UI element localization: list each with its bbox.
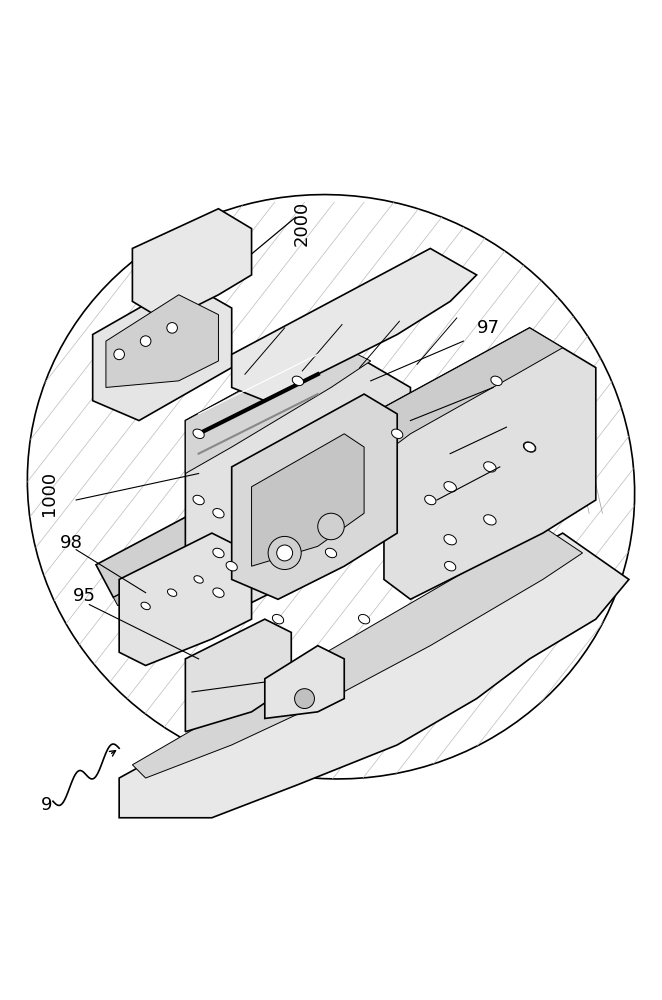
Polygon shape: [132, 526, 583, 778]
Polygon shape: [119, 533, 252, 666]
Text: 93: 93: [500, 369, 523, 387]
Ellipse shape: [424, 495, 436, 505]
Text: 91: 91: [513, 408, 536, 426]
Circle shape: [167, 323, 177, 333]
Ellipse shape: [193, 429, 205, 439]
Text: 96: 96: [195, 680, 218, 698]
Ellipse shape: [213, 588, 224, 597]
Ellipse shape: [27, 195, 635, 779]
Ellipse shape: [167, 589, 177, 596]
Circle shape: [268, 536, 301, 570]
Ellipse shape: [484, 462, 496, 472]
Ellipse shape: [194, 576, 203, 583]
Circle shape: [318, 513, 344, 540]
Circle shape: [114, 349, 124, 360]
Polygon shape: [93, 282, 232, 421]
Polygon shape: [185, 341, 410, 613]
Polygon shape: [185, 619, 291, 732]
Ellipse shape: [292, 376, 304, 386]
Ellipse shape: [213, 548, 224, 558]
Ellipse shape: [484, 515, 496, 525]
Polygon shape: [232, 394, 397, 599]
Text: 1000: 1000: [40, 471, 58, 516]
Ellipse shape: [524, 442, 536, 452]
Ellipse shape: [491, 376, 502, 386]
Text: 2000: 2000: [292, 201, 310, 246]
Circle shape: [277, 545, 293, 561]
Ellipse shape: [141, 602, 150, 610]
Polygon shape: [119, 533, 629, 818]
Ellipse shape: [272, 614, 284, 624]
Polygon shape: [185, 341, 371, 474]
Polygon shape: [252, 434, 364, 566]
Ellipse shape: [239, 489, 251, 498]
Ellipse shape: [358, 614, 370, 624]
Circle shape: [295, 689, 314, 709]
Ellipse shape: [213, 509, 224, 518]
Text: 98: 98: [60, 534, 83, 552]
Ellipse shape: [226, 561, 238, 571]
Polygon shape: [384, 328, 596, 599]
Ellipse shape: [524, 442, 536, 452]
Ellipse shape: [193, 495, 205, 505]
Text: 95: 95: [73, 587, 96, 605]
Polygon shape: [384, 328, 563, 454]
Polygon shape: [106, 295, 218, 387]
Ellipse shape: [325, 548, 337, 558]
Polygon shape: [132, 209, 252, 321]
Polygon shape: [113, 380, 527, 606]
Circle shape: [140, 336, 151, 346]
Ellipse shape: [239, 528, 251, 538]
Polygon shape: [232, 248, 477, 401]
Ellipse shape: [444, 561, 456, 571]
Polygon shape: [265, 646, 344, 718]
Ellipse shape: [391, 429, 403, 439]
Ellipse shape: [444, 535, 456, 545]
Ellipse shape: [444, 482, 456, 492]
Text: 97: 97: [477, 319, 500, 337]
Polygon shape: [96, 347, 522, 597]
Text: 94: 94: [506, 448, 530, 466]
Ellipse shape: [259, 462, 271, 472]
Text: 9: 9: [40, 796, 52, 814]
